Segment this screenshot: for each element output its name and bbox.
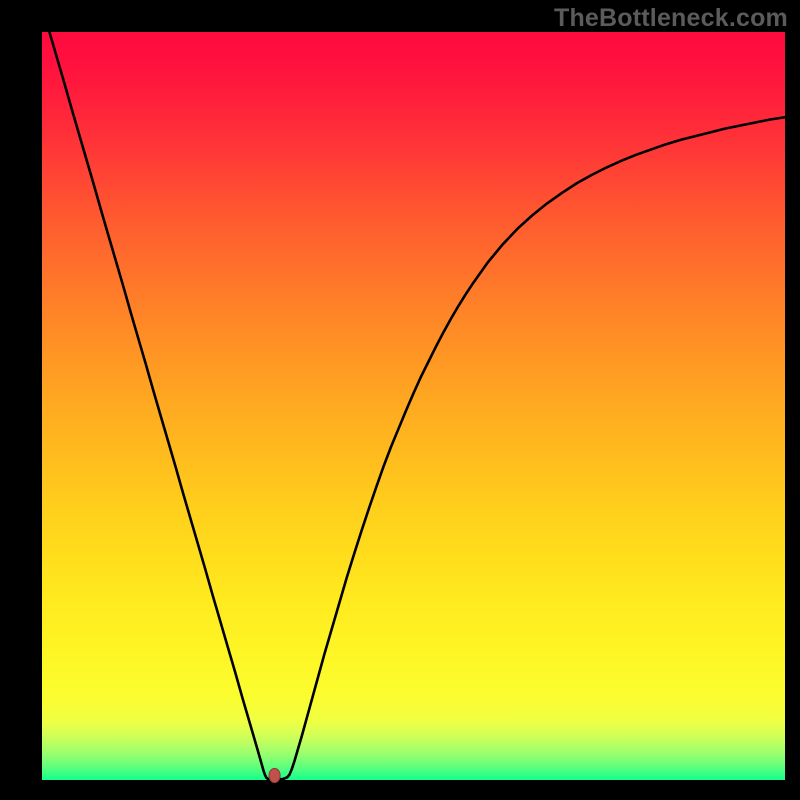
plot-background <box>42 32 785 780</box>
chart-svg <box>0 0 800 800</box>
optimum-marker <box>269 768 280 782</box>
chart-container: TheBottleneck.com <box>0 0 800 800</box>
watermark-text: TheBottleneck.com <box>554 4 788 33</box>
